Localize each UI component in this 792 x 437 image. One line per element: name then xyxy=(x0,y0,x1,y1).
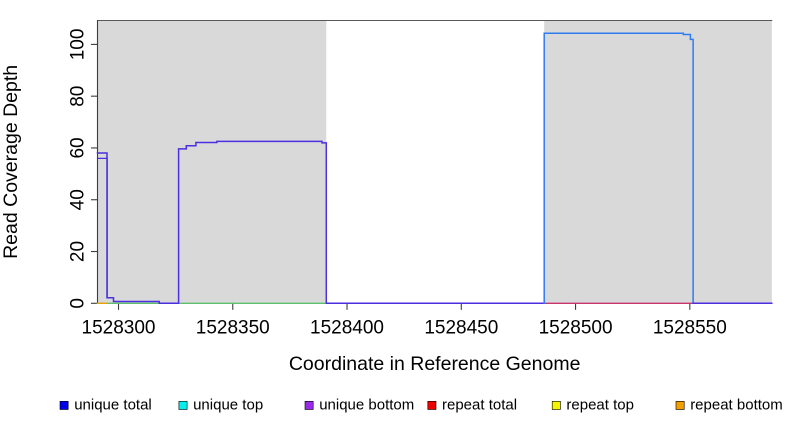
svg-text:unique total: unique total xyxy=(74,397,152,414)
svg-text:0: 0 xyxy=(68,298,89,309)
svg-text:unique bottom: unique bottom xyxy=(319,397,414,414)
svg-text:100: 100 xyxy=(68,29,89,61)
svg-text:repeat top: repeat top xyxy=(566,397,634,414)
svg-text:Coordinate in Reference Genome: Coordinate in Reference Genome xyxy=(289,353,581,375)
svg-text:1528300: 1528300 xyxy=(82,317,156,338)
svg-text:20: 20 xyxy=(68,241,89,262)
svg-text:80: 80 xyxy=(68,86,89,107)
svg-text:repeat total: repeat total xyxy=(442,397,517,414)
svg-text:1528500: 1528500 xyxy=(539,317,613,338)
svg-text:repeat bottom: repeat bottom xyxy=(690,397,783,414)
svg-text:40: 40 xyxy=(68,189,89,210)
svg-text:1528550: 1528550 xyxy=(653,317,727,338)
svg-text:unique top: unique top xyxy=(193,397,263,414)
svg-text:60: 60 xyxy=(68,137,89,158)
svg-text:Read Coverage Depth: Read Coverage Depth xyxy=(0,65,22,259)
svg-text:1528400: 1528400 xyxy=(310,317,384,338)
svg-text:1528450: 1528450 xyxy=(424,317,498,338)
svg-text:1528350: 1528350 xyxy=(196,317,270,338)
